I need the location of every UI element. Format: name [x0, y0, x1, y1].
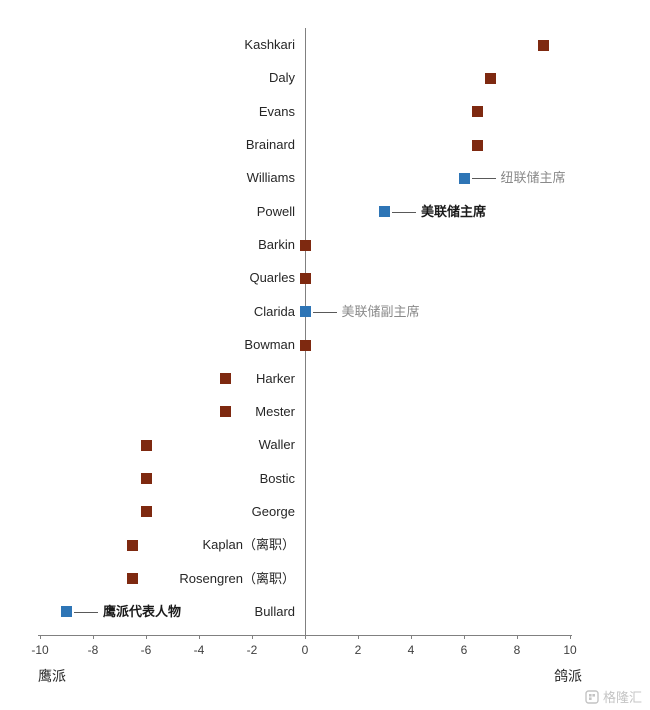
gelonghui-logo-icon: [585, 689, 599, 704]
data-point-square: [299, 306, 311, 318]
data-point-square: [458, 172, 470, 184]
official-name: Kaplan（离职）: [202, 537, 295, 553]
x-tick-mark: [199, 635, 200, 639]
data-point-square: [471, 139, 483, 151]
x-tick-label: -6: [140, 643, 152, 657]
x-tick-label: -10: [31, 643, 49, 657]
official-name: Waller: [258, 437, 295, 453]
x-tick-label: -2: [246, 643, 258, 657]
x-tick-label: 8: [513, 643, 521, 657]
data-point-square: [538, 39, 549, 51]
official-name: Harker: [255, 370, 295, 386]
x-tick-label: -4: [193, 643, 205, 657]
x-tick-label: -8: [87, 643, 99, 657]
official-name: Bostic: [259, 470, 295, 486]
annotation-text: 美联储主席: [421, 203, 487, 219]
data-point-square: [140, 439, 152, 451]
annotation-line: [471, 178, 496, 180]
x-tick-mark: [358, 635, 359, 639]
annotation-line: [392, 211, 416, 213]
official-name: Bullard: [254, 603, 295, 619]
zero-axis-line: [305, 28, 306, 635]
data-point-square: [140, 506, 152, 518]
official-name: Brainard: [245, 137, 295, 153]
x-tick-mark: [411, 635, 412, 639]
official-name: Evans: [258, 103, 295, 119]
x-tick-mark: [570, 635, 571, 639]
data-point-square: [127, 573, 139, 585]
official-name: Rosengren（离职）: [179, 570, 295, 586]
annotation-line: [312, 311, 337, 313]
data-point-square: [140, 473, 152, 485]
axis-label-dove: 鸽派: [554, 668, 582, 684]
annotation-text: 美联储副主席: [341, 303, 420, 319]
annotation-text: 纽联储主席: [500, 170, 566, 186]
official-name: Quarles: [249, 270, 295, 286]
data-point-square: [471, 106, 483, 118]
data-point-square: [61, 606, 72, 618]
annotation-text: 鹰派代表人物: [103, 603, 182, 619]
data-point-square: [220, 406, 231, 418]
official-name: Powell: [256, 203, 295, 219]
x-tick-mark: [252, 635, 253, 639]
x-tick-mark: [305, 635, 306, 639]
data-point-square: [127, 539, 139, 551]
data-point-square: [299, 272, 311, 284]
watermark-text: 格隆汇: [602, 690, 642, 705]
data-point-square: [220, 373, 231, 384]
data-point-square: [379, 206, 390, 218]
x-tick-label: 4: [407, 643, 415, 657]
official-name: Daly: [268, 70, 295, 86]
axis-label-hawk: 鹰派: [38, 668, 66, 684]
x-tick-mark: [93, 635, 94, 639]
data-point-square: [299, 339, 311, 351]
x-tick-mark: [146, 635, 147, 639]
x-tick-label: 10: [563, 643, 577, 657]
data-point-square: [485, 72, 496, 84]
official-name: George: [251, 503, 295, 519]
official-name: Barkin: [258, 237, 295, 253]
x-tick-label: 0: [301, 643, 309, 657]
official-name: Bowman: [244, 337, 295, 353]
x-tick-label: 2: [354, 643, 362, 657]
official-name: Clarida: [253, 303, 295, 319]
data-point-square: [299, 239, 311, 251]
official-name: Kashkari: [244, 37, 295, 52]
x-tick-mark: [517, 635, 518, 639]
x-tick-label: 6: [460, 643, 468, 657]
official-name: Mester: [255, 403, 295, 419]
annotation-line: [74, 611, 98, 613]
x-tick-mark: [40, 635, 41, 639]
x-tick-mark: [464, 635, 465, 639]
watermark: 格隆汇: [585, 687, 642, 706]
official-name: Williams: [246, 170, 295, 186]
